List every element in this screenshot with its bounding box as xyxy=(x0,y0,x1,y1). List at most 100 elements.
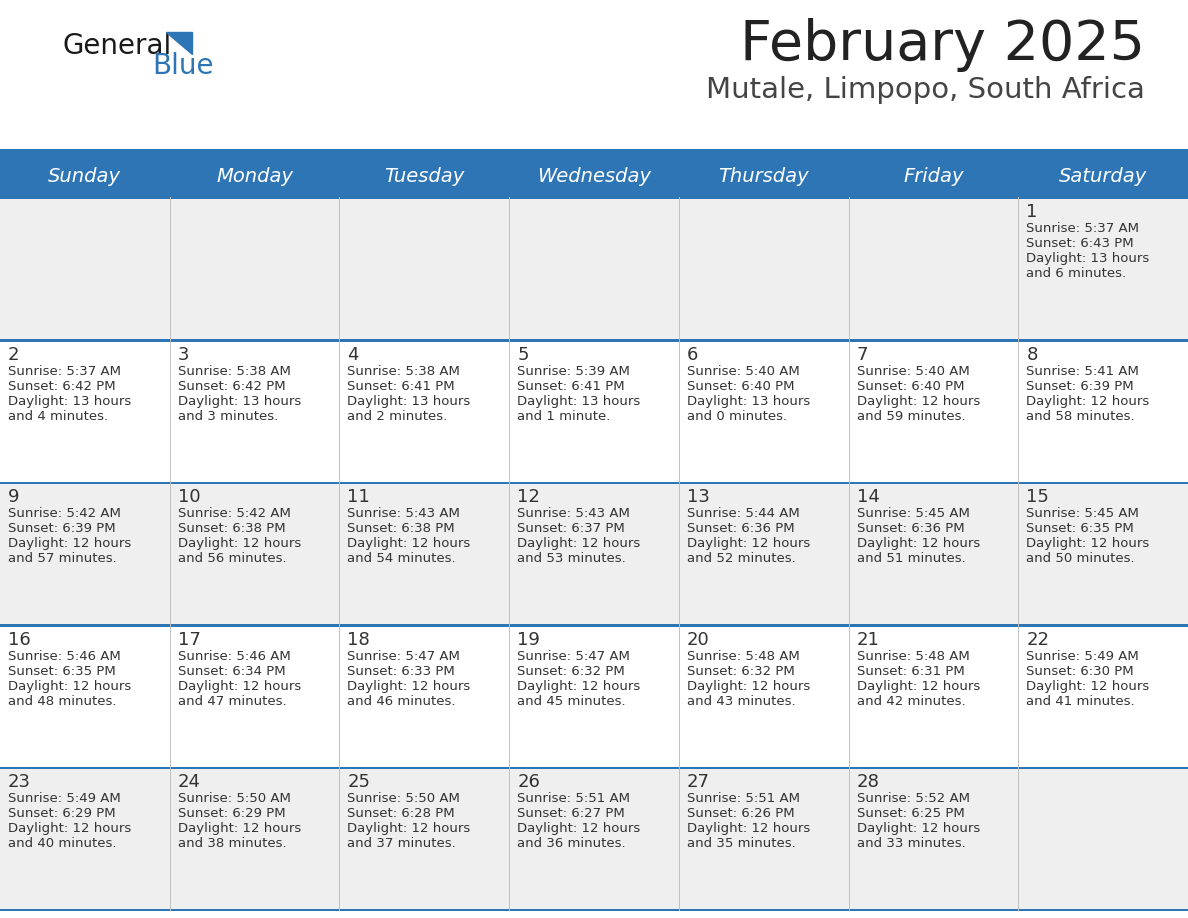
Text: Sunset: 6:39 PM: Sunset: 6:39 PM xyxy=(8,522,115,535)
Text: Sunrise: 5:45 AM: Sunrise: 5:45 AM xyxy=(857,508,969,521)
Bar xyxy=(0,625,1188,767)
Text: Daylight: 13 hours: Daylight: 13 hours xyxy=(178,395,301,408)
Text: and 3 minutes.: and 3 minutes. xyxy=(178,409,278,422)
Text: Sunset: 6:37 PM: Sunset: 6:37 PM xyxy=(517,522,625,535)
Text: 21: 21 xyxy=(857,631,879,649)
Text: Daylight: 12 hours: Daylight: 12 hours xyxy=(8,680,131,693)
Text: Sunrise: 5:38 AM: Sunrise: 5:38 AM xyxy=(347,364,460,377)
Text: and 41 minutes.: and 41 minutes. xyxy=(1026,695,1135,708)
Bar xyxy=(0,155,1188,197)
Text: 2: 2 xyxy=(8,345,19,364)
Text: Daylight: 13 hours: Daylight: 13 hours xyxy=(687,395,810,408)
Text: and 54 minutes.: and 54 minutes. xyxy=(347,553,456,565)
Text: Sunrise: 5:49 AM: Sunrise: 5:49 AM xyxy=(8,792,121,805)
Text: Sunset: 6:35 PM: Sunset: 6:35 PM xyxy=(1026,522,1135,535)
Text: Sunset: 6:36 PM: Sunset: 6:36 PM xyxy=(857,522,965,535)
Text: Sunset: 6:38 PM: Sunset: 6:38 PM xyxy=(178,522,285,535)
Bar xyxy=(0,339,1188,341)
Text: and 4 minutes.: and 4 minutes. xyxy=(8,409,108,422)
Text: 11: 11 xyxy=(347,488,371,506)
Bar xyxy=(0,624,1188,627)
Polygon shape xyxy=(166,32,192,54)
Text: Blue: Blue xyxy=(152,52,214,80)
Text: Daylight: 12 hours: Daylight: 12 hours xyxy=(687,680,810,693)
Text: Daylight: 13 hours: Daylight: 13 hours xyxy=(517,395,640,408)
Text: Daylight: 12 hours: Daylight: 12 hours xyxy=(857,680,980,693)
Text: and 37 minutes.: and 37 minutes. xyxy=(347,837,456,850)
Bar xyxy=(0,340,1188,482)
Text: Sunset: 6:31 PM: Sunset: 6:31 PM xyxy=(857,665,965,677)
Text: Sunset: 6:32 PM: Sunset: 6:32 PM xyxy=(517,665,625,677)
Text: Sunset: 6:38 PM: Sunset: 6:38 PM xyxy=(347,522,455,535)
Text: Sunrise: 5:40 AM: Sunrise: 5:40 AM xyxy=(687,364,800,377)
Text: Sunset: 6:28 PM: Sunset: 6:28 PM xyxy=(347,808,455,821)
Text: Sunrise: 5:42 AM: Sunrise: 5:42 AM xyxy=(8,508,121,521)
Text: Sunrise: 5:48 AM: Sunrise: 5:48 AM xyxy=(857,650,969,663)
Bar xyxy=(0,482,1188,625)
Text: Sunrise: 5:37 AM: Sunrise: 5:37 AM xyxy=(8,364,121,377)
Text: Saturday: Saturday xyxy=(1059,166,1148,185)
Text: Sunset: 6:34 PM: Sunset: 6:34 PM xyxy=(178,665,285,677)
Text: Sunrise: 5:48 AM: Sunrise: 5:48 AM xyxy=(687,650,800,663)
Text: Sunrise: 5:44 AM: Sunrise: 5:44 AM xyxy=(687,508,800,521)
Text: 19: 19 xyxy=(517,631,541,649)
Text: and 48 minutes.: and 48 minutes. xyxy=(8,695,116,708)
Text: Daylight: 12 hours: Daylight: 12 hours xyxy=(517,537,640,550)
Bar xyxy=(0,196,1188,199)
Text: Sunset: 6:40 PM: Sunset: 6:40 PM xyxy=(857,380,965,393)
Text: Sunrise: 5:37 AM: Sunrise: 5:37 AM xyxy=(1026,222,1139,235)
Text: Thursday: Thursday xyxy=(719,166,809,185)
Text: Daylight: 12 hours: Daylight: 12 hours xyxy=(517,823,640,835)
Text: 4: 4 xyxy=(347,345,359,364)
Text: 3: 3 xyxy=(178,345,189,364)
Text: Daylight: 12 hours: Daylight: 12 hours xyxy=(687,537,810,550)
Text: Sunrise: 5:40 AM: Sunrise: 5:40 AM xyxy=(857,364,969,377)
Text: and 59 minutes.: and 59 minutes. xyxy=(857,409,965,422)
Text: and 50 minutes.: and 50 minutes. xyxy=(1026,553,1135,565)
Text: Mutale, Limpopo, South Africa: Mutale, Limpopo, South Africa xyxy=(706,76,1145,104)
Text: Daylight: 12 hours: Daylight: 12 hours xyxy=(1026,395,1150,408)
Text: Sunset: 6:42 PM: Sunset: 6:42 PM xyxy=(8,380,115,393)
Text: Daylight: 12 hours: Daylight: 12 hours xyxy=(857,537,980,550)
Text: and 38 minutes.: and 38 minutes. xyxy=(178,837,286,850)
Text: 28: 28 xyxy=(857,773,879,791)
Text: February 2025: February 2025 xyxy=(740,18,1145,72)
Text: 24: 24 xyxy=(178,773,201,791)
Text: Sunset: 6:41 PM: Sunset: 6:41 PM xyxy=(347,380,455,393)
Text: Sunset: 6:36 PM: Sunset: 6:36 PM xyxy=(687,522,795,535)
Text: and 43 minutes.: and 43 minutes. xyxy=(687,695,796,708)
Bar xyxy=(0,767,1188,769)
Text: and 57 minutes.: and 57 minutes. xyxy=(8,553,116,565)
Text: Sunset: 6:27 PM: Sunset: 6:27 PM xyxy=(517,808,625,821)
Text: Daylight: 12 hours: Daylight: 12 hours xyxy=(347,823,470,835)
Text: Friday: Friday xyxy=(903,166,963,185)
Text: 25: 25 xyxy=(347,773,371,791)
Text: and 6 minutes.: and 6 minutes. xyxy=(1026,267,1126,280)
Text: and 45 minutes.: and 45 minutes. xyxy=(517,695,626,708)
Text: Daylight: 12 hours: Daylight: 12 hours xyxy=(178,823,301,835)
Text: and 1 minute.: and 1 minute. xyxy=(517,409,611,422)
Text: Sunrise: 5:39 AM: Sunrise: 5:39 AM xyxy=(517,364,630,377)
Text: 9: 9 xyxy=(8,488,19,506)
Text: Daylight: 12 hours: Daylight: 12 hours xyxy=(1026,680,1150,693)
Bar xyxy=(0,909,1188,911)
Text: Daylight: 12 hours: Daylight: 12 hours xyxy=(857,395,980,408)
Bar xyxy=(0,767,1188,910)
Text: Sunset: 6:29 PM: Sunset: 6:29 PM xyxy=(8,808,115,821)
Text: Sunrise: 5:41 AM: Sunrise: 5:41 AM xyxy=(1026,364,1139,377)
Text: Sunset: 6:32 PM: Sunset: 6:32 PM xyxy=(687,665,795,677)
Text: Sunrise: 5:52 AM: Sunrise: 5:52 AM xyxy=(857,792,969,805)
Text: 8: 8 xyxy=(1026,345,1037,364)
Text: Sunrise: 5:46 AM: Sunrise: 5:46 AM xyxy=(178,650,290,663)
Text: Sunset: 6:30 PM: Sunset: 6:30 PM xyxy=(1026,665,1133,677)
Text: Daylight: 12 hours: Daylight: 12 hours xyxy=(8,537,131,550)
Text: Sunrise: 5:50 AM: Sunrise: 5:50 AM xyxy=(178,792,291,805)
Text: Daylight: 12 hours: Daylight: 12 hours xyxy=(8,823,131,835)
Text: Daylight: 12 hours: Daylight: 12 hours xyxy=(517,680,640,693)
Text: 18: 18 xyxy=(347,631,371,649)
Text: Daylight: 12 hours: Daylight: 12 hours xyxy=(178,537,301,550)
Text: Daylight: 12 hours: Daylight: 12 hours xyxy=(178,680,301,693)
Text: 26: 26 xyxy=(517,773,541,791)
Text: Daylight: 12 hours: Daylight: 12 hours xyxy=(1026,537,1150,550)
Bar xyxy=(0,482,1188,484)
